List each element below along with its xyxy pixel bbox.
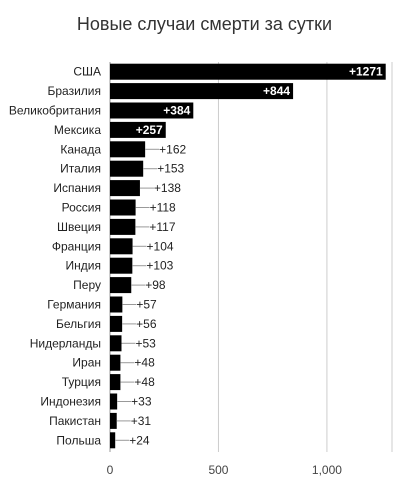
bar xyxy=(110,83,294,100)
bar xyxy=(110,160,144,177)
category-label: Бразилия xyxy=(48,84,102,98)
bar xyxy=(110,393,118,410)
value-label: +1271 xyxy=(349,65,383,79)
category-label: Перу xyxy=(73,278,101,292)
category-label: Великобритания xyxy=(9,104,101,118)
bar xyxy=(110,432,116,449)
bar xyxy=(110,102,194,119)
bar xyxy=(110,335,122,352)
bar xyxy=(110,315,123,332)
category-label: Иран xyxy=(72,356,101,370)
value-label: +103 xyxy=(146,259,173,273)
value-label: +31 xyxy=(131,414,152,428)
category-label: Канада xyxy=(60,142,101,156)
value-label: +56 xyxy=(136,317,157,331)
x-tick-label: 0 xyxy=(107,463,114,477)
category-label: Пакистан xyxy=(49,414,101,428)
bar xyxy=(110,277,132,294)
x-tick-label: 500 xyxy=(208,463,228,477)
category-label: Испания xyxy=(53,181,101,195)
bar xyxy=(110,374,121,391)
tick-layer: 0 500 1,000 xyxy=(107,463,343,477)
category-label: Германия xyxy=(47,298,101,312)
value-label: +257 xyxy=(136,123,163,137)
value-label: +153 xyxy=(157,162,184,176)
value-label: +844 xyxy=(263,84,290,98)
bar-layer xyxy=(110,63,386,449)
category-label: Нидерланды xyxy=(30,336,101,350)
value-label: +138 xyxy=(154,181,181,195)
value-label: +48 xyxy=(134,375,155,389)
bar xyxy=(110,199,136,216)
bar xyxy=(110,296,123,313)
grid-layer xyxy=(109,62,393,452)
label-layer: США +1271 Бразилия +844 Великобритания +384 Ме… xyxy=(9,65,383,448)
value-label: +57 xyxy=(136,298,157,312)
value-label: +53 xyxy=(135,336,156,350)
category-label: Польша xyxy=(56,433,101,447)
value-label: +98 xyxy=(145,278,166,292)
bar xyxy=(110,141,146,158)
bar xyxy=(110,238,133,255)
category-label: Индонезия xyxy=(40,395,101,409)
chart-title: Новые случаи смерти за сутки xyxy=(76,14,333,34)
bar xyxy=(110,354,121,371)
value-label: +48 xyxy=(134,356,155,370)
category-label: Россия xyxy=(62,201,101,215)
bar xyxy=(110,63,386,80)
bar xyxy=(110,121,166,138)
bar xyxy=(110,218,136,235)
value-label: +24 xyxy=(129,433,150,447)
value-label: +104 xyxy=(147,239,174,253)
value-label: +162 xyxy=(159,142,186,156)
value-label: +117 xyxy=(149,220,175,234)
category-label: Индия xyxy=(66,259,101,273)
category-label: Турция xyxy=(62,375,101,389)
category-label: США xyxy=(73,65,101,79)
category-label: Франция xyxy=(52,239,101,253)
bar xyxy=(110,180,140,197)
value-label: +33 xyxy=(131,395,152,409)
category-label: Бельгия xyxy=(56,317,101,331)
bar xyxy=(110,257,133,274)
bar xyxy=(110,412,117,429)
x-tick-label: 1,000 xyxy=(312,463,342,477)
value-label: +384 xyxy=(163,104,190,118)
category-label: Швеция xyxy=(57,220,101,234)
category-label: Италия xyxy=(60,162,101,176)
value-label: +118 xyxy=(150,201,176,215)
category-label: Мексика xyxy=(54,123,101,137)
